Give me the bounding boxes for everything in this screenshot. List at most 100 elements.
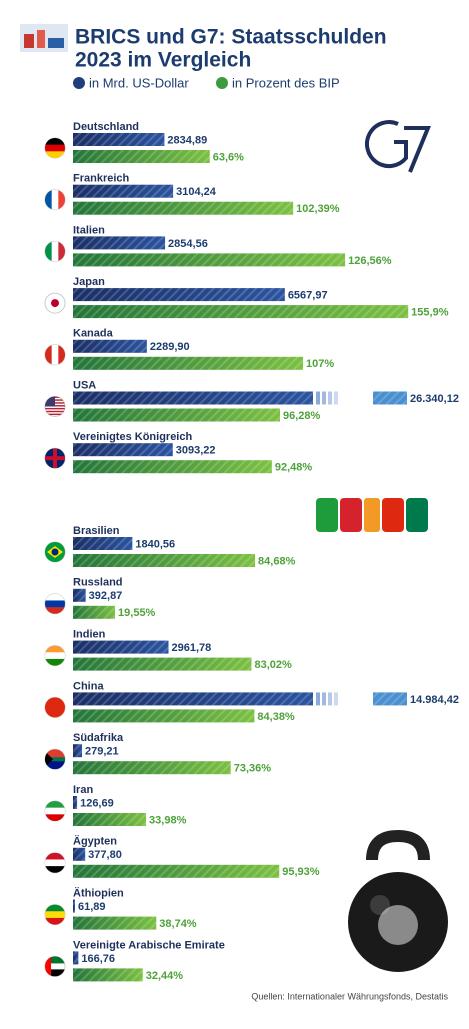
bar-part	[328, 391, 332, 405]
bar-part	[373, 692, 407, 706]
bar-hatch	[73, 744, 83, 758]
bar-hatch	[73, 709, 255, 723]
flag-part	[45, 593, 65, 601]
category-label: Vereinigte Arabische Emirate	[73, 939, 225, 951]
bar-hatch	[73, 916, 157, 930]
flag-part	[51, 189, 59, 210]
value-label: 126,69	[80, 797, 114, 809]
bar-hatch	[73, 657, 252, 671]
bar-part	[322, 391, 326, 405]
bar-broken	[73, 391, 407, 405]
bar-hatch	[73, 847, 86, 861]
header-icon	[20, 24, 68, 52]
category-label: Ägypten	[73, 835, 117, 848]
bar-hatch	[73, 554, 256, 567]
flag-part	[45, 607, 65, 614]
flag-part	[45, 969, 65, 977]
legend-label: in Mrd. US-Dollar	[89, 75, 189, 90]
flag-part	[45, 344, 53, 365]
bar-part	[328, 692, 332, 706]
flag-part	[45, 904, 65, 912]
flag-part	[45, 759, 65, 770]
flag-part	[45, 749, 65, 760]
category-label: Japan	[73, 276, 105, 288]
value-label: 279,21	[85, 746, 119, 758]
flag-part	[45, 413, 65, 416]
bar-hatch	[73, 150, 210, 163]
value-label: 84,38%	[257, 711, 295, 723]
flag-part	[45, 138, 65, 146]
bar-hatch	[73, 813, 147, 826]
flag-part	[51, 344, 59, 365]
flag-part	[45, 911, 65, 919]
subtitle: 2023 im Vergleich	[75, 49, 251, 72]
category-label: Kanada	[73, 328, 114, 340]
bar-hatch	[73, 537, 133, 550]
bar-hatch	[73, 201, 294, 215]
flag-part	[45, 407, 65, 410]
flag-part	[45, 704, 65, 712]
value-label: 3104,24	[176, 186, 217, 198]
flag-part	[51, 241, 59, 262]
flag-part	[51, 548, 59, 556]
value-label: 3093,22	[176, 445, 216, 457]
flag-part	[51, 299, 59, 308]
category-label: USA	[73, 379, 96, 391]
value-label: 14.984,42	[410, 694, 459, 706]
value-label: 1840,56	[135, 538, 175, 550]
bar-part	[73, 391, 313, 405]
bar-hatch	[73, 968, 143, 982]
value-label: 26.340,12	[410, 393, 459, 405]
flag-part	[45, 456, 65, 461]
flag-part	[58, 241, 65, 262]
value-label: 92,48%	[275, 462, 313, 474]
flag-part	[45, 751, 53, 768]
value-label: 61,89	[78, 901, 106, 913]
bar-broken	[73, 692, 407, 706]
value-label: 32,44%	[146, 970, 184, 982]
bar-hatch	[73, 588, 86, 602]
value-label: 126,56%	[348, 255, 392, 267]
flag-part	[45, 757, 65, 762]
flag-part	[45, 859, 65, 867]
bar-hatch	[73, 605, 116, 619]
value-label: 2834,89	[167, 134, 207, 146]
flag-part	[45, 852, 65, 860]
flag-part	[45, 956, 65, 964]
flag-part	[45, 807, 65, 815]
value-label: 73,36%	[234, 763, 272, 775]
bar-hatch	[73, 443, 173, 457]
flag-part	[45, 645, 65, 653]
value-label: 377,80	[88, 849, 122, 861]
flag-part	[45, 814, 65, 821]
value-label: 107%	[306, 358, 334, 370]
bar-hatch	[73, 236, 166, 250]
category-label: Iran	[73, 784, 93, 796]
flag-part	[45, 396, 55, 407]
flag-part	[45, 697, 65, 705]
category-label: Südafrika	[73, 732, 124, 744]
flag-part	[45, 866, 65, 873]
brics-logo	[316, 498, 428, 532]
value-label: 96,28%	[283, 410, 321, 422]
flag-part	[45, 144, 65, 152]
flag-part	[45, 652, 65, 660]
category-label: Brasilien	[73, 525, 120, 537]
value-label: 38,74%	[159, 918, 197, 930]
value-label: 2854,56	[168, 238, 208, 250]
bar-hatch	[73, 339, 147, 353]
bar-hatch	[73, 899, 75, 913]
flag-part	[45, 241, 53, 262]
value-label: 84,68%	[258, 555, 296, 567]
g7-logo	[365, 120, 431, 173]
value-label: 2961,78	[172, 642, 212, 654]
value-label: 63,6%	[213, 151, 244, 163]
bar-hatch	[73, 864, 280, 878]
value-label: 155,9%	[411, 307, 449, 319]
category-label: Äthiopien	[73, 887, 124, 900]
flag-part	[45, 410, 65, 413]
bar-hatch	[73, 305, 409, 319]
bar-hatch	[73, 796, 78, 809]
flag-part	[45, 710, 65, 718]
